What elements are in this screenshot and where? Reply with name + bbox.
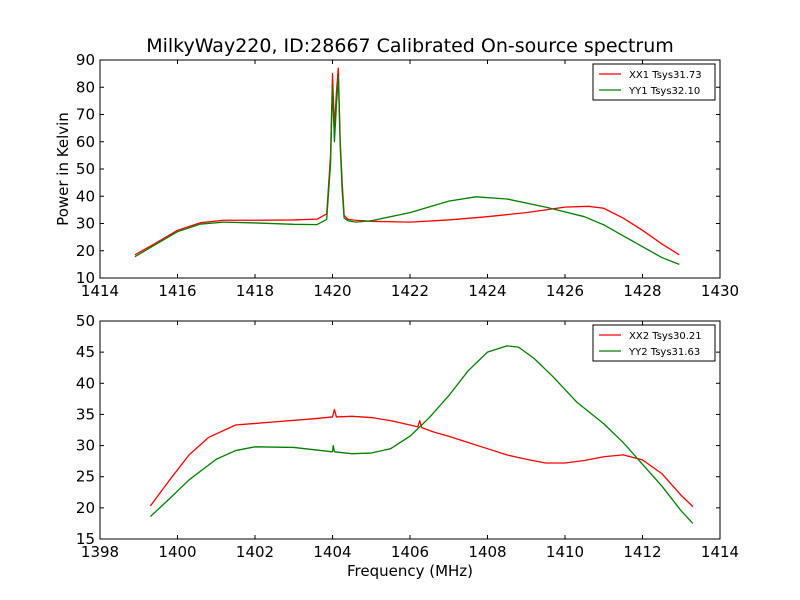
x-tick-label: 1412	[623, 543, 661, 561]
x-tick-label: 1414	[701, 543, 739, 561]
legend: XX1 Tsys31.73 YY1 Tsys32.10	[592, 63, 716, 101]
x-tick-label: 1400	[158, 543, 196, 561]
x-tick-label: 1414	[81, 282, 119, 300]
legend-label: YY2 Tsys31.63	[628, 347, 700, 358]
x-tick-label: 1420	[313, 282, 351, 300]
y-tick-label: 50	[76, 160, 95, 178]
y-tick-label: 40	[76, 374, 95, 392]
x-tick-label: 1408	[468, 543, 506, 561]
y-tick-label: 25	[76, 468, 95, 486]
series-line-yy1	[134, 75, 680, 265]
y-tick-label: 30	[76, 437, 95, 455]
x-tick-label: 1430	[701, 282, 739, 300]
x-tick-label: 1410	[546, 543, 584, 561]
x-tick-label: 1416	[158, 282, 196, 300]
y-tick-label: 20	[76, 499, 95, 517]
x-tick-label: 1404	[313, 543, 351, 561]
y-tick-label: 30	[76, 215, 95, 233]
y-axis-label: Power in Kelvin	[54, 112, 72, 226]
x-tick-label: 1418	[236, 282, 274, 300]
y-tick-label: 20	[76, 242, 95, 260]
y-tick-label: 80	[76, 78, 95, 96]
legend-label: XX2 Tsys30.21	[629, 331, 702, 342]
y-tick-label: 90	[76, 51, 95, 69]
bottom-chart: 1398 1400 1402 1404 1406 1408 1410 1412 1414 15 20…	[76, 312, 739, 580]
x-tick-label: 1424	[468, 282, 506, 300]
x-tick-label: 1426	[546, 282, 584, 300]
series-line-yy2	[149, 345, 694, 524]
y-tick-label: 60	[76, 133, 95, 151]
y-tick-label: 40	[76, 187, 95, 205]
x-tick-label: 1422	[391, 282, 429, 300]
y-tick-label: 70	[76, 106, 95, 124]
top-chart: 1414 1416 1418 1420 1422 1424 1426 1428 1430 10 20…	[54, 51, 739, 300]
legend-label: XX1 Tsys31.73	[629, 70, 702, 81]
legend: XX2 Tsys30.21 YY2 Tsys31.63	[592, 324, 716, 362]
legend-box	[592, 63, 716, 101]
chart-title: MilkyWay220, ID:28667 Calibrated On-sour…	[146, 35, 674, 57]
y-tick-label: 45	[76, 343, 95, 361]
legend-box	[592, 324, 716, 362]
x-tick-label: 1406	[391, 543, 429, 561]
x-tick-label: 1402	[236, 543, 274, 561]
x-tick-label: 1428	[623, 282, 661, 300]
y-tick-label: 50	[76, 312, 95, 330]
x-axis-label: Frequency (MHz)	[347, 562, 473, 580]
series-line-xx2	[149, 408, 694, 508]
x-tick-label: 1398	[81, 543, 119, 561]
y-tick-label: 15	[76, 530, 95, 548]
legend-label: YY1 Tsys32.10	[628, 86, 700, 97]
y-tick-label: 10	[76, 269, 95, 287]
y-tick-label: 35	[76, 405, 95, 423]
